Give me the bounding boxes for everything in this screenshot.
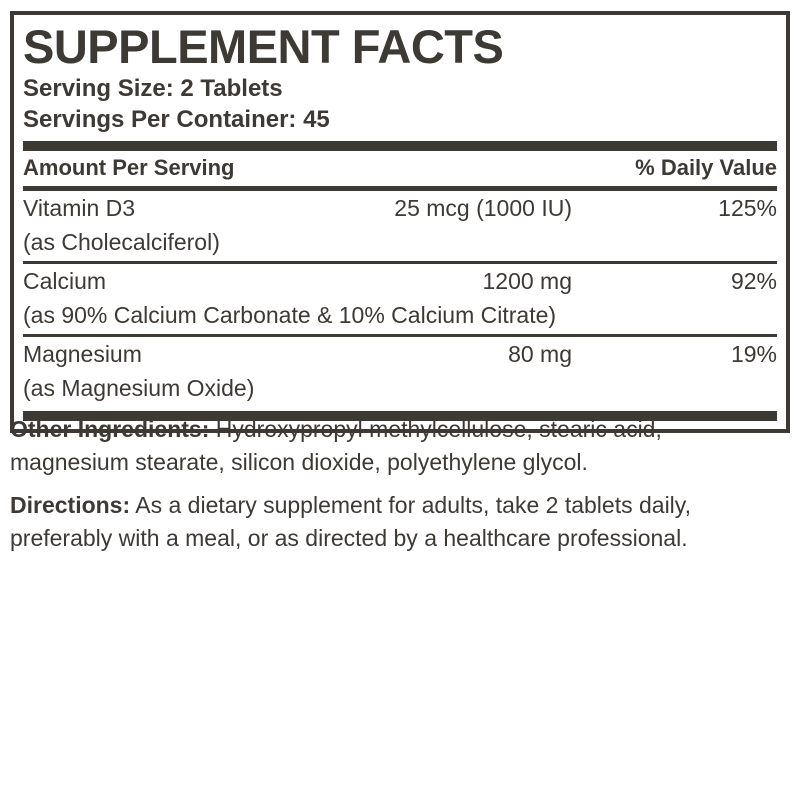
panel-title: SUPPLEMENT FACTS [23, 20, 504, 73]
nutrient-amount: 25 mcg (1000 IU) [394, 195, 572, 221]
servings-per-container: Servings Per Container: 45 [23, 106, 330, 133]
nutrient-source: (as Cholecalciferol) [23, 229, 220, 255]
serving-size: Serving Size: 2 Tablets [23, 75, 283, 102]
divider-heavy-top [23, 141, 777, 151]
nutrient-source: (as 90% Calcium Carbonate & 10% Calcium … [23, 302, 557, 328]
supplement-facts-panel: SUPPLEMENT FACTS Serving Size: 2 Tablets… [10, 11, 790, 433]
divider-header [23, 186, 777, 191]
nutrient-source: (as Magnesium Oxide) [23, 375, 255, 401]
nutrient-daily-value: 92% [730, 268, 777, 294]
header-amount-per-serving: Amount Per Serving [23, 155, 235, 180]
divider-heavy-bottom [23, 411, 777, 421]
directions-paragraph: Directions: As a dietary supplement for … [10, 489, 722, 555]
nutrient-amount: 80 mg [508, 341, 572, 367]
other-ingredients-text: Hydroxypropyl methylcellulose, stearic a… [10, 416, 662, 475]
divider-row-2 [23, 334, 777, 337]
nutrient-name: Calcium [23, 268, 107, 294]
nutrient-main-line: Calcium 1200 mg 92% [23, 265, 777, 297]
nutrient-row-vitamin-d3: Vitamin D3 25 mcg (1000 IU) 125% (as Cho… [23, 191, 777, 261]
nutrient-main-line: Vitamin D3 25 mcg (1000 IU) 125% [23, 192, 777, 224]
nutrient-daily-value: 19% [730, 341, 777, 367]
directions-lead: Directions: [10, 492, 131, 518]
nutrient-row-magnesium: Magnesium 80 mg 19% (as Magnesium Oxide) [23, 337, 777, 407]
nutrient-amount: 1200 mg [482, 268, 572, 294]
table-header-row: Amount Per Serving % Daily Value [23, 151, 777, 186]
header-daily-value: % Daily Value [635, 155, 777, 180]
nutrient-main-line: Magnesium 80 mg 19% [23, 338, 777, 370]
nutrient-name: Vitamin D3 [23, 195, 136, 221]
other-ingredients-lead: Other Ingredients: [10, 416, 210, 442]
nutrient-name: Magnesium [23, 341, 142, 367]
directions-text: As a dietary supplement for adults, take… [10, 492, 691, 551]
nutrient-row-calcium: Calcium 1200 mg 92% (as 90% Calcium Carb… [23, 264, 777, 334]
divider-row-1 [23, 261, 777, 264]
nutrient-daily-value: 125% [718, 195, 777, 221]
other-ingredients-paragraph: Other Ingredients: Hydroxypropyl methylc… [10, 413, 722, 479]
